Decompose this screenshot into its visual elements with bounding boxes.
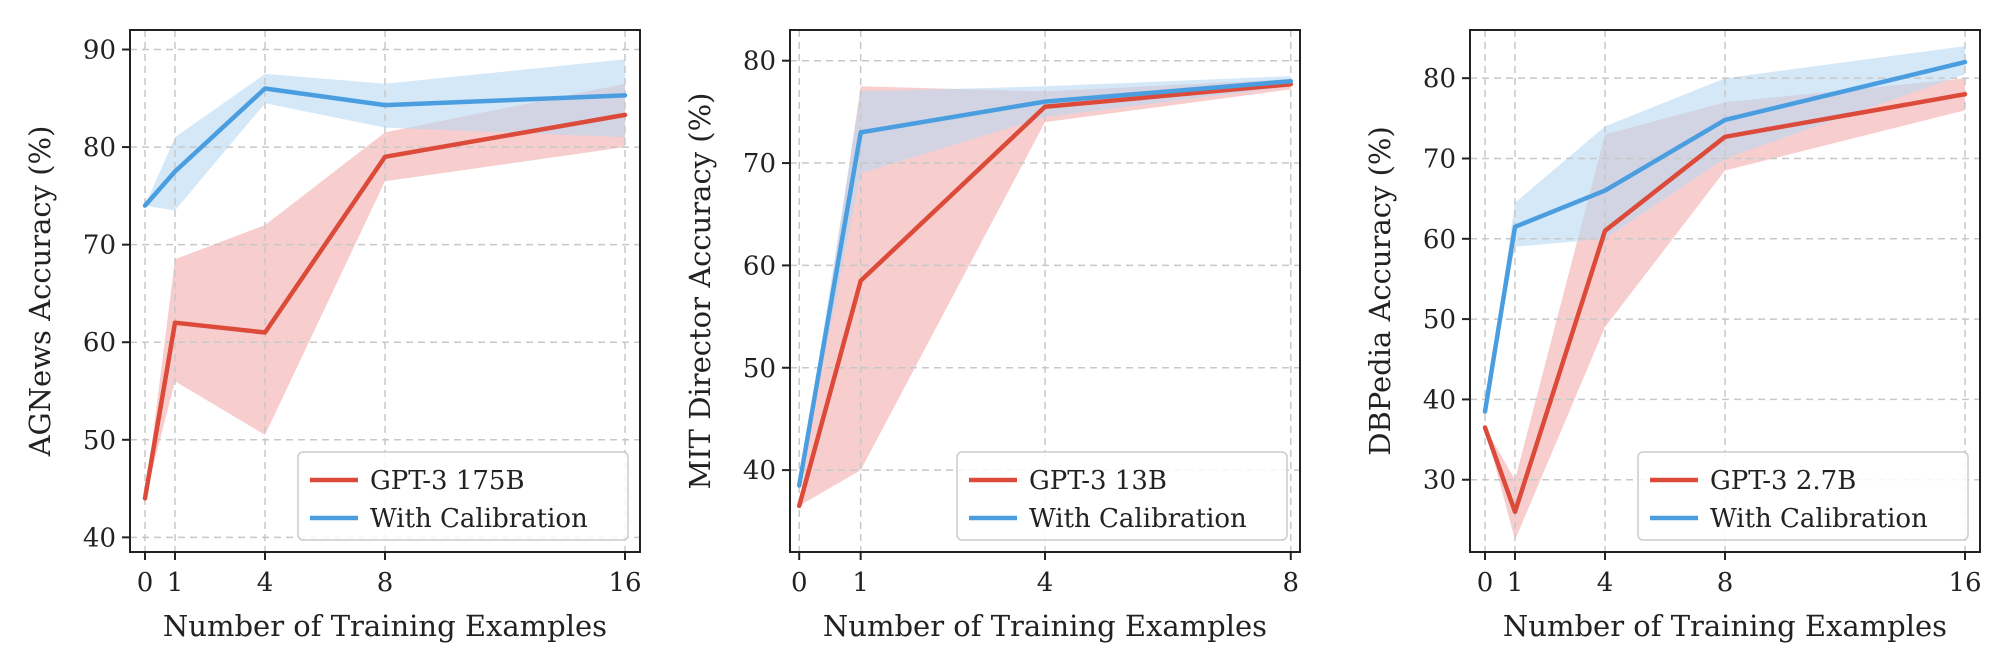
y-tick-label: 70	[1423, 144, 1456, 174]
x-tick-label: 4	[1597, 568, 1614, 598]
x-tick-label: 4	[257, 568, 274, 598]
series-line-calibrated	[1482, 59, 1968, 414]
x-axis-ticks: 0 1 4 8	[791, 552, 1299, 598]
y-tick-label: 50	[1423, 305, 1456, 335]
y-tick-label: 80	[1423, 64, 1456, 94]
y-tick-label: 70	[83, 231, 116, 261]
x-tick-label: 4	[1037, 568, 1054, 598]
series-line-calibrated	[142, 86, 628, 208]
legend-label-baseline: GPT-3 2.7B	[1710, 466, 1856, 496]
legend-label-calibrated: With Calibration	[1710, 504, 1928, 534]
x-axis-ticks: 0 1 4 8 16	[137, 552, 642, 598]
confidence-bands	[1485, 46, 1965, 540]
confidence-bands	[799, 76, 1291, 506]
y-tick-label: 60	[83, 328, 116, 358]
series-lines	[142, 86, 628, 501]
legend: GPT-3 175B With Calibration	[297, 451, 629, 541]
legend-label-baseline: GPT-3 13B	[1029, 466, 1167, 496]
y-tick-label: 40	[743, 456, 776, 486]
y-tick-label: 90	[83, 36, 116, 66]
x-tick-label: 16	[1948, 568, 1981, 598]
y-axis-label: AGNews Accuracy (%)	[23, 126, 57, 458]
band-baseline	[799, 79, 1291, 506]
legend-box	[956, 451, 1288, 541]
y-axis-ticks: 30 40 50 60 70 80	[1423, 64, 1470, 496]
x-tick-label: 8	[377, 568, 394, 598]
x-tick-label: 1	[852, 568, 869, 598]
series-line-baseline	[142, 112, 628, 501]
series-lines	[796, 78, 1294, 509]
series-line-calibrated	[796, 78, 1294, 488]
x-tick-label: 1	[167, 568, 184, 598]
legend-box	[297, 451, 629, 541]
x-tick-label: 0	[791, 568, 808, 598]
x-tick-label: 8	[1283, 568, 1300, 598]
series-line-baseline	[1482, 91, 1968, 515]
legend-box	[1637, 451, 1969, 541]
x-tick-label: 0	[137, 568, 154, 598]
y-tick-label: 30	[1423, 466, 1456, 496]
y-tick-label: 60	[743, 251, 776, 281]
x-tick-label: 0	[1477, 568, 1494, 598]
band-calibrated	[1485, 46, 1965, 412]
y-tick-label: 50	[743, 354, 776, 384]
chart-mit-director: 0 1 4 8 40 50 60 70 80 Number of Training Examp…	[683, 29, 1301, 643]
x-axis-label: Number of Training Examples	[1503, 609, 1947, 643]
y-tick-label: 40	[1423, 385, 1456, 415]
chart-dbpedia: 0 1 4 8 16 30 40 50 60 70 80 Number of Training E…	[1363, 29, 1982, 643]
x-axis-ticks: 0 1 4 8 16	[1477, 552, 1982, 598]
x-tick-label: 1	[1507, 568, 1524, 598]
legend-label-baseline: GPT-3 175B	[370, 466, 525, 496]
x-axis-label: Number of Training Examples	[823, 609, 1267, 643]
legend-label-calibrated: With Calibration	[1029, 504, 1247, 534]
legend: GPT-3 2.7B With Calibration	[1637, 451, 1969, 541]
series-lines	[1482, 59, 1968, 515]
y-axis-label: MIT Director Accuracy (%)	[683, 93, 717, 490]
y-axis-label: DBPedia Accuracy (%)	[1363, 126, 1397, 456]
legend: GPT-3 13B With Calibration	[956, 451, 1288, 541]
y-tick-label: 50	[83, 426, 116, 456]
y-tick-label: 70	[743, 149, 776, 179]
x-axis-label: Number of Training Examples	[163, 609, 607, 643]
y-tick-label: 40	[83, 523, 116, 553]
x-tick-label: 16	[608, 568, 641, 598]
legend-label-calibrated: With Calibration	[370, 504, 588, 534]
y-tick-label: 80	[743, 47, 776, 77]
series-line-baseline	[796, 81, 1294, 509]
y-axis-ticks: 40 50 60 70 80	[743, 47, 790, 486]
y-tick-label: 60	[1423, 225, 1456, 255]
x-tick-label: 8	[1717, 568, 1734, 598]
band-calibrated	[145, 59, 625, 211]
y-tick-label: 80	[83, 133, 116, 163]
y-axis-ticks: 40 50 60 70 80 90	[83, 36, 130, 553]
chart-agnews: 0 1 4 8 16 40 50 60 70 80 90 Number of Training E…	[23, 29, 642, 643]
